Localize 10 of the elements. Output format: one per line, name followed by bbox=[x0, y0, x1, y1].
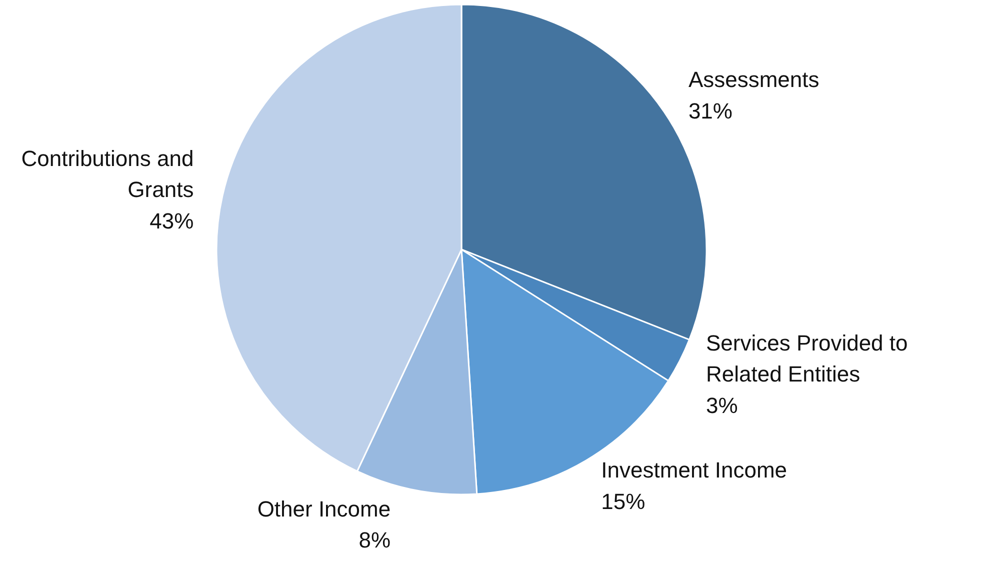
slice-label: Contributions and Grants bbox=[21, 146, 194, 202]
slice-label: Investment Income bbox=[601, 458, 788, 483]
data-label: 31% bbox=[688, 98, 732, 124]
slice-label: Services Provided to Related Entities bbox=[706, 330, 908, 387]
data-label: 43% bbox=[150, 208, 194, 234]
data-label: 15% bbox=[601, 488, 646, 514]
data-label: 8% bbox=[358, 528, 391, 553]
slice-label: Assessments bbox=[688, 67, 820, 92]
data-label: 3% bbox=[706, 392, 738, 418]
slice-label: Other Income bbox=[257, 496, 391, 522]
